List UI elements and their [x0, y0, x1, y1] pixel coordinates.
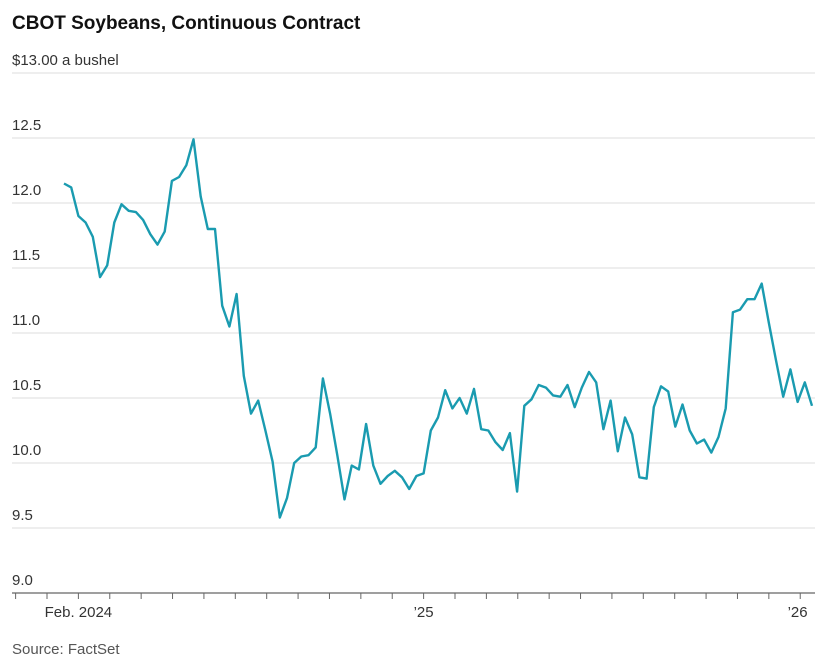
x-tick-label: ’26 [788, 604, 808, 621]
y-tick-label: 9.0 [12, 572, 33, 589]
chart-title: CBOT Soybeans, Continuous Contract [12, 13, 361, 34]
y-tick-label: 10.0 [12, 442, 41, 459]
y-tick-label: 9.5 [12, 507, 33, 524]
source: Source: FactSet [12, 641, 120, 658]
y-tick-label: 11.5 [12, 247, 40, 264]
y-tick-label: 10.5 [12, 377, 41, 394]
y-tick-label: 12.5 [12, 117, 41, 134]
y-tick-label: 11.0 [12, 312, 40, 329]
y-tick-label: 12.0 [12, 182, 41, 199]
x-tick-label: ’25 [414, 604, 434, 621]
x-tick-label: Feb. 2024 [45, 604, 113, 621]
price-line [63, 138, 814, 519]
y-tick-label: $13.00 a bushel [12, 52, 119, 69]
